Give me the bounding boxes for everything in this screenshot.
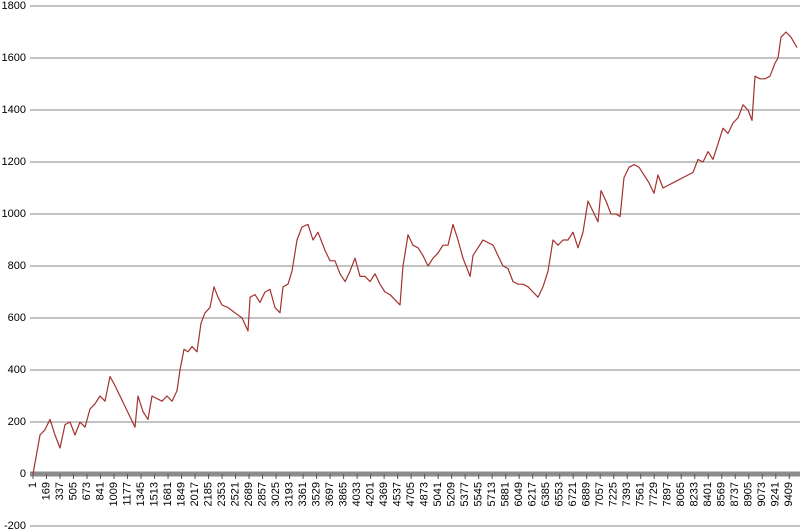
x-tick-label: 505 [67, 482, 79, 500]
y-tick-label: 1800 [2, 0, 26, 12]
y-tick-label: 200 [8, 416, 26, 428]
y-tick-label: 1200 [2, 156, 26, 168]
x-tick-label: 2689 [243, 482, 255, 506]
x-tick-label: 7729 [648, 482, 660, 506]
x-tick-label: 1849 [175, 482, 187, 506]
x-tick-label: 3361 [297, 482, 309, 506]
y-tick-label: 0 [20, 468, 26, 480]
x-tick-label: 8737 [729, 482, 741, 506]
x-tick-label: 2521 [229, 482, 241, 506]
x-tick-label: 5377 [459, 482, 471, 506]
x-tick-label: 7393 [621, 482, 633, 506]
x-tick-label: 5881 [500, 482, 512, 506]
x-tick-label: 1009 [108, 482, 120, 506]
y-tick-label: 400 [8, 364, 26, 376]
y-tick-label: 600 [8, 312, 26, 324]
x-tick-label: 4201 [365, 482, 377, 506]
x-tick-label: 337 [54, 482, 66, 500]
x-tick-label: 7057 [594, 482, 606, 506]
x-tick-label: 2017 [189, 482, 201, 506]
x-tick-label: 1177 [121, 482, 133, 506]
x-tick-label: 6889 [581, 482, 593, 506]
x-tick-label: 8905 [743, 482, 755, 506]
x-tick-label: 3865 [338, 482, 350, 506]
x-tick-label: 4537 [392, 482, 404, 506]
x-tick-label: 4705 [405, 482, 417, 506]
x-tick-label: 4873 [419, 482, 431, 506]
x-tick-label: 7897 [662, 482, 674, 506]
x-tick-label: 8233 [689, 482, 701, 506]
x-tick-label: 2353 [216, 482, 228, 506]
x-tick-label: 1513 [148, 482, 160, 506]
data-line [32, 31, 798, 475]
x-tick-label: 169 [40, 482, 52, 500]
x-tick-label: 5041 [432, 482, 444, 506]
x-tick-label: 3193 [283, 482, 295, 506]
x-tick-label: 8065 [675, 482, 687, 506]
x-tick-label: 5545 [473, 482, 485, 506]
x-tick-label: 8569 [716, 482, 728, 506]
y-tick-label: 1600 [2, 52, 26, 64]
x-tick-label: 1 [27, 482, 39, 488]
x-tick-label: 2185 [202, 482, 214, 506]
x-tick-label: 5209 [446, 482, 458, 506]
x-tick-label: 7561 [635, 482, 647, 506]
x-tick-label: 6217 [527, 482, 539, 506]
x-tick-label: 8401 [702, 482, 714, 506]
x-tick-label: 4033 [351, 482, 363, 506]
x-tick-label: 6553 [554, 482, 566, 506]
x-tick-label: 3697 [324, 482, 336, 506]
x-tick-label: 4369 [378, 482, 390, 506]
y-tick-label: -200 [4, 520, 26, 532]
x-tick-label: 9409 [783, 482, 795, 506]
x-tick-label: 1681 [162, 482, 174, 506]
y-tick-label: 800 [8, 260, 26, 272]
x-tick-label: 9073 [756, 482, 768, 506]
x-tick-label: 6721 [567, 482, 579, 506]
x-tick-label: 6049 [513, 482, 525, 506]
x-tick-label: 3025 [270, 482, 282, 506]
x-tick-label: 841 [94, 482, 106, 500]
x-tick-label: 3529 [311, 482, 323, 506]
x-tick-label: 7225 [608, 482, 620, 506]
x-tick-label: 5713 [486, 482, 498, 506]
x-tick-label: 2857 [256, 482, 268, 506]
x-tick-label: 6385 [540, 482, 552, 506]
y-tick-label: 1400 [2, 104, 26, 116]
y-tick-label: 1000 [2, 208, 26, 220]
x-tick-label: 1345 [135, 482, 147, 506]
x-tick-label: 9241 [770, 482, 782, 506]
x-tick-label: 673 [81, 482, 93, 500]
